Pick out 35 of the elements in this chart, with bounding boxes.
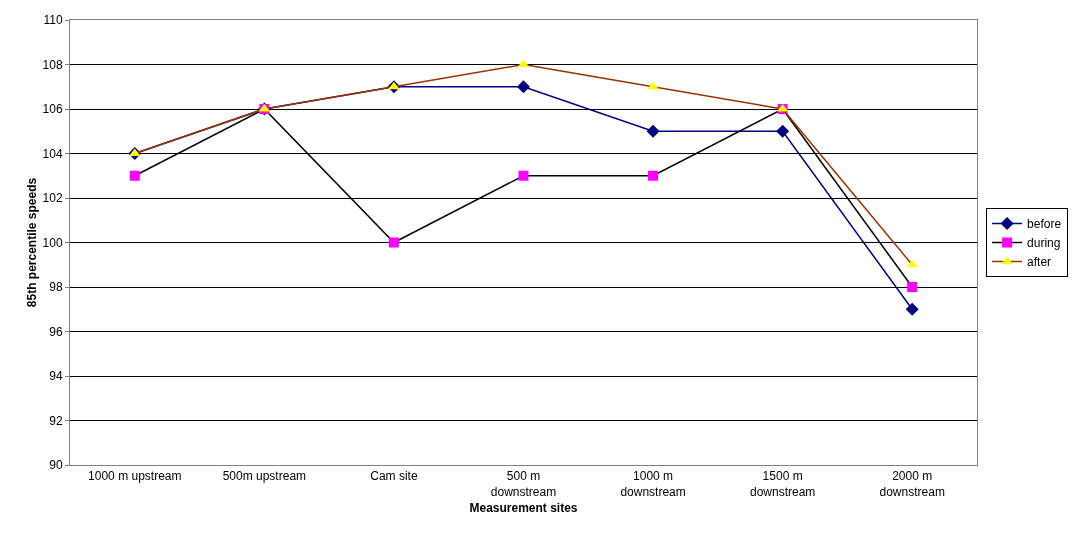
x-tick-label: 500 m downstream (490, 469, 557, 499)
x-tick-label: 1000 m downstream (620, 469, 686, 499)
y-tick-label: 106 (42, 102, 63, 117)
point (905, 302, 919, 316)
x-tick-label: Cam site (370, 469, 418, 484)
point (518, 170, 529, 181)
y-tick-label: 96 (49, 324, 63, 339)
x-tick-label: 1500 m downstream (749, 469, 816, 499)
point (129, 170, 140, 181)
x-tick-label: 500m upstream (222, 469, 307, 484)
point (646, 124, 660, 138)
point (517, 80, 530, 94)
point (388, 237, 399, 248)
point (388, 81, 400, 90)
legend-label: before (1027, 217, 1062, 232)
x-axis-title: Measurement sites (469, 501, 578, 515)
y-tick-label: 102 (42, 191, 63, 206)
point (776, 124, 790, 138)
point (907, 282, 918, 292)
legend-label: during (1027, 236, 1061, 251)
x-tick-label: 1000 m upstream (88, 469, 182, 484)
x-tick-label: 2000 m downstream (879, 469, 945, 499)
y-tick-label: 104 (42, 146, 63, 161)
y-tick-label: 108 (42, 57, 63, 72)
y-tick-label: 90 (49, 458, 63, 473)
y-axis-title: 85th percentile speeds (25, 177, 39, 308)
point (648, 170, 659, 181)
y-tick-label: 110 (43, 13, 63, 28)
y-tick-label: 92 (49, 413, 63, 428)
y-tick-label: 100 (42, 235, 63, 250)
point (906, 259, 918, 268)
y-tick-label: 98 (49, 280, 63, 295)
y-tick-label: 94 (49, 369, 63, 384)
legend-label: after (1027, 255, 1052, 270)
point (647, 81, 659, 90)
